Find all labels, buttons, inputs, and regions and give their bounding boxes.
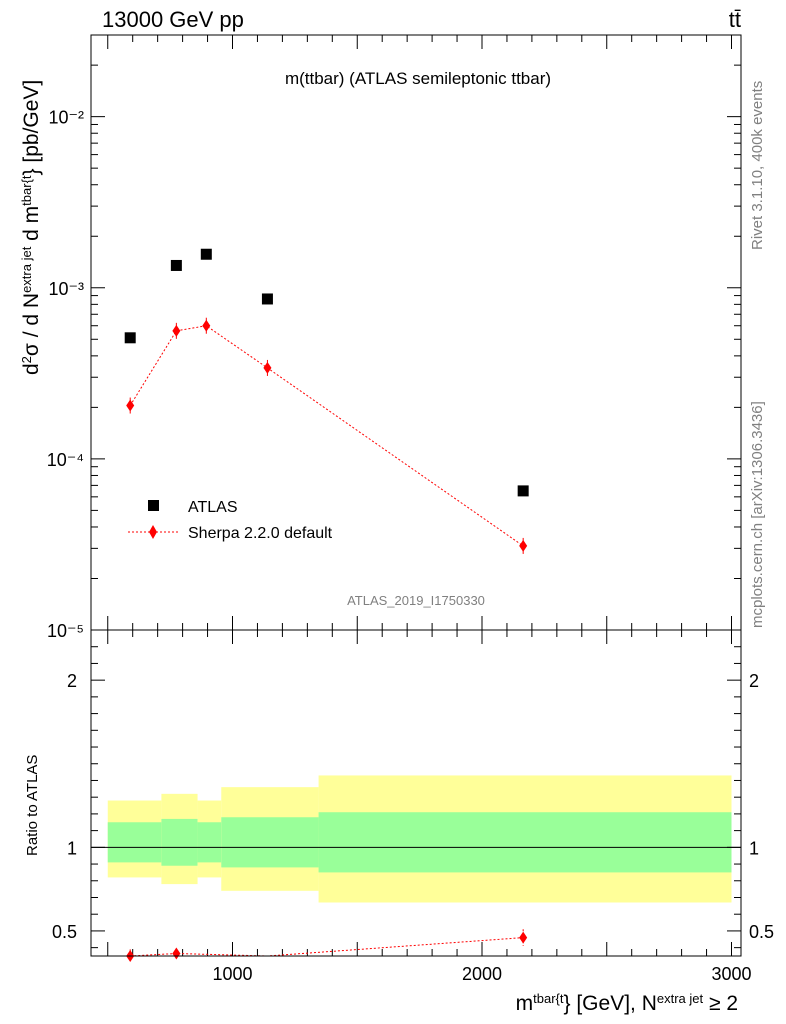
legend: ATLAS Sherpa 2.2.0 default xyxy=(128,499,333,542)
sherpa-line xyxy=(129,325,524,547)
ratio-x-tick-label: 1000 xyxy=(212,964,252,984)
ratio-y-tick-label-right: 1 xyxy=(749,838,759,858)
legend-atlas-label: ATLAS xyxy=(188,499,238,516)
ratio-plot-panel: 1000 2000 3000 2 2 1 1 0.5 0.5 xyxy=(52,629,774,984)
atlas-data-point xyxy=(517,485,529,497)
ratio-y-tick-label-right: 2 xyxy=(749,671,759,691)
legend-atlas-marker xyxy=(148,500,159,511)
main-plot-panel: 10⁻² 10⁻³ 10⁻⁴ 10⁻⁵ xyxy=(47,34,742,641)
ratio-inner-band xyxy=(161,818,198,866)
process-label: tt̄ xyxy=(729,7,741,32)
ratio-inner-band xyxy=(221,817,319,868)
ratio-y-tick-label: 1 xyxy=(67,838,77,858)
atlas-data-point xyxy=(170,259,182,271)
ratio-x-tick-label: 3000 xyxy=(711,964,751,984)
mcplots-label: mcplots.cern.ch [arXiv:1306.3436] xyxy=(749,401,766,628)
x-axis-label: mtbar{t} [GeV], Nextra jet ≥ 2 xyxy=(516,991,738,1016)
atlas-data-point xyxy=(261,293,273,305)
chart-title: m(ttbar) (ATLAS semileptonic ttbar) xyxy=(285,69,551,88)
sherpa-data-point xyxy=(519,539,528,552)
ratio-inner-band xyxy=(107,822,162,863)
atlas-data-point xyxy=(124,332,136,344)
sherpa-data-point xyxy=(202,319,211,332)
main-y-tick-label: 10⁻³ xyxy=(48,279,84,299)
ratio-y-tick-label: 2 xyxy=(67,671,77,691)
ratio-y-tick-label: 0.5 xyxy=(52,922,77,942)
ratio-plot-frame xyxy=(90,629,742,957)
analysis-id-label: ATLAS_2019_I1750330 xyxy=(347,593,485,608)
ratio-sherpa-point xyxy=(519,931,528,944)
energy-label: 13000 GeV pp xyxy=(102,7,244,32)
main-y-axis-label: d2σ / d Nextra jet d mtbar{t} [pb/GeV] xyxy=(19,80,44,375)
sherpa-data-point xyxy=(263,361,272,374)
sherpa-data-point xyxy=(172,324,181,337)
atlas-data-point xyxy=(200,248,212,260)
ratio-y-axis-label: Ratio to ATLAS xyxy=(24,755,41,856)
main-y-tick-label: 10⁻² xyxy=(48,108,84,128)
ratio-x-tick-label: 2000 xyxy=(462,964,502,984)
ratio-sherpa-line xyxy=(130,937,524,957)
sherpa-data-point xyxy=(126,399,135,412)
main-y-tick-label: 10⁻⁵ xyxy=(47,621,84,641)
legend-sherpa-label: Sherpa 2.2.0 default xyxy=(188,525,333,542)
ratio-inner-band xyxy=(318,812,732,873)
ratio-inner-band xyxy=(197,822,222,863)
ratio-sherpa-point xyxy=(172,947,181,960)
main-y-tick-label: 10⁻⁴ xyxy=(47,450,84,470)
rivet-version-label: Rivet 3.1.10, 400k events xyxy=(749,81,766,250)
legend-sherpa-marker xyxy=(149,525,157,539)
ratio-y-tick-label-right: 0.5 xyxy=(749,922,774,942)
